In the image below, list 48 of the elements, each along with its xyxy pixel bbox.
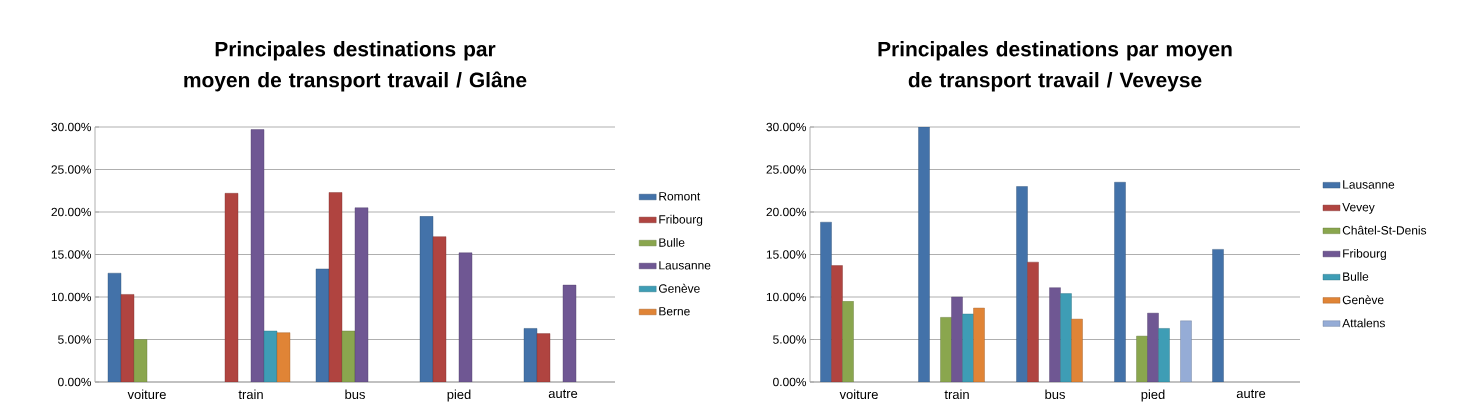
- bar: [1114, 182, 1126, 382]
- x-tick-label: train: [944, 389, 969, 400]
- x-tick-label: autre: [548, 389, 578, 399]
- legend-label: Vevey: [1342, 203, 1375, 214]
- chart-title: Principales destinations par moyen de transport travail / Glâne: [184, 41, 527, 92]
- x-tick-label: bus: [1045, 389, 1065, 400]
- x-tick-label: pied: [447, 389, 471, 402]
- legend-label: Genève: [1342, 295, 1384, 305]
- y-tick-label: 10.00%: [766, 292, 807, 302]
- y-tick-label: 20.00%: [766, 207, 807, 217]
- x-tick-label: bus: [345, 389, 365, 400]
- y-tick-label: 20.00%: [51, 207, 92, 217]
- bar: [1212, 249, 1224, 382]
- y-tick-label: 0.00%: [58, 377, 92, 387]
- legend-label: Bulle: [659, 238, 685, 247]
- x-tick-label: voiture: [127, 389, 166, 400]
- legend-label: Lausanne: [659, 261, 711, 270]
- chart-title: Principales destinations par moyen de transport travail / Veveyse: [878, 41, 1232, 92]
- legend-label: Fribourg: [659, 214, 703, 226]
- bar: [1016, 186, 1028, 382]
- x-tick-label: autre: [1236, 389, 1266, 399]
- x-tick-label: pied: [1141, 389, 1165, 402]
- legend-label: Genève: [658, 283, 700, 293]
- legend-label: Châtel-St-Denis: [1342, 225, 1427, 235]
- legend-label: Romont: [659, 192, 701, 201]
- y-tick-label: 25.00%: [51, 165, 92, 174]
- bar: [831, 265, 843, 382]
- legend-label: Attalens: [1342, 318, 1385, 328]
- legend-label: Berne: [659, 307, 690, 316]
- x-tick-label: voiture: [839, 389, 878, 400]
- bar: [1060, 293, 1072, 382]
- y-tick-label: 15.00%: [51, 250, 92, 259]
- legend-label: Fribourg: [1343, 248, 1386, 261]
- y-tick-label: 0.00%: [773, 377, 807, 387]
- legend-label: Bulle: [1343, 272, 1369, 281]
- bar: [1027, 261, 1039, 382]
- y-tick-label: 15.00%: [766, 250, 807, 259]
- legend-label: Lausanne: [1343, 180, 1395, 189]
- y-tick-label: 10.00%: [51, 292, 92, 302]
- bar: [1049, 287, 1061, 382]
- y-tick-label: 30.00%: [766, 122, 807, 132]
- x-tick-label: train: [238, 389, 263, 400]
- bar: [918, 127, 930, 382]
- bar: [820, 222, 832, 382]
- y-tick-label: 5.00%: [773, 335, 807, 344]
- y-tick-label: 25.00%: [766, 165, 807, 174]
- y-tick-label: 5.00%: [58, 335, 92, 344]
- y-tick-label: 30.00%: [51, 122, 92, 132]
